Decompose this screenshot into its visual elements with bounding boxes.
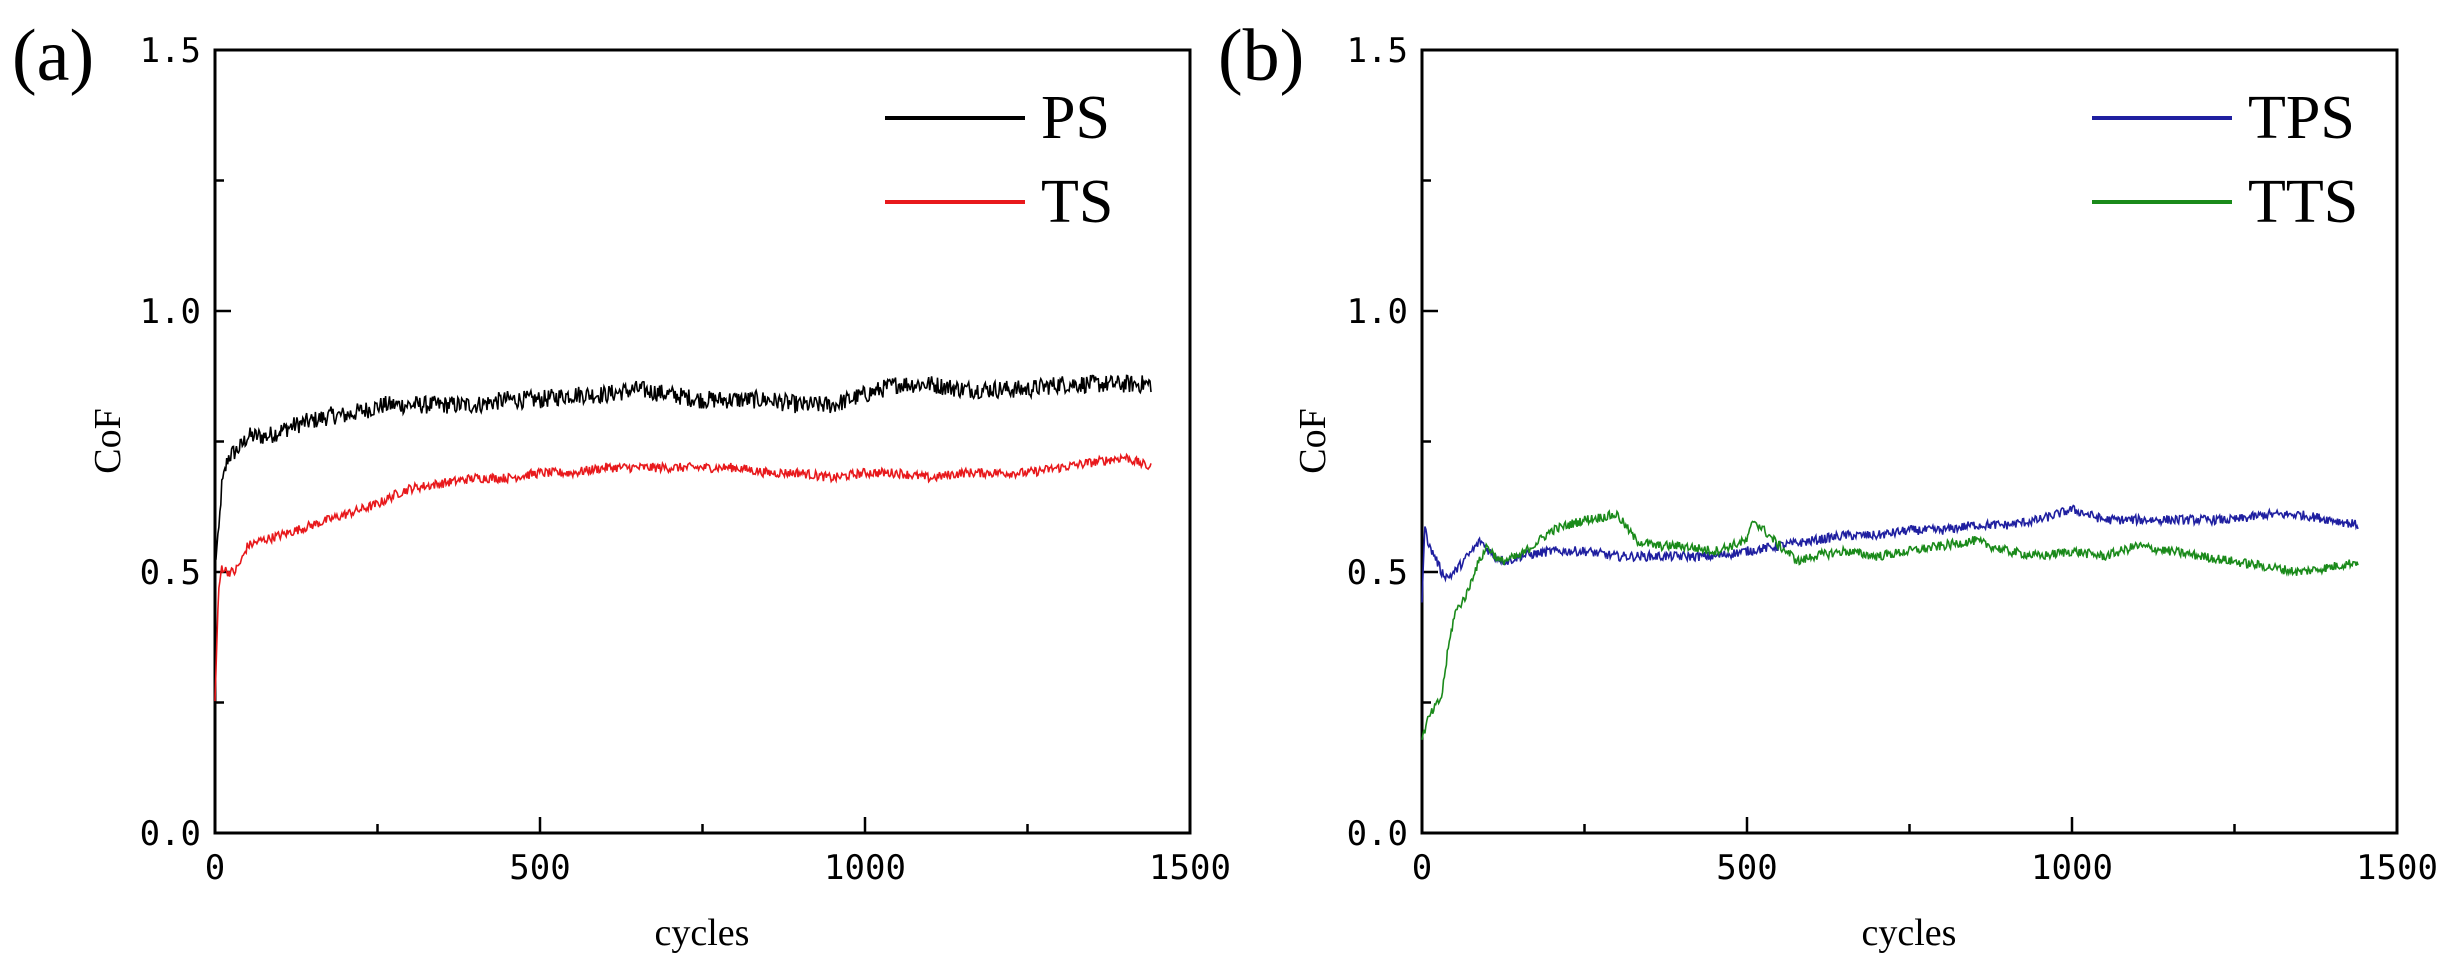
x-tick-labels-b: 0 500 1000 1500 [1412,848,2438,888]
series-line-ps [214,374,1152,560]
legend-label-tts: TTS [2248,168,2358,236]
x-tick-label: 0 [1412,848,1432,888]
x-tick-label: 1500 [2356,848,2438,888]
x-tick-label: 1000 [2031,848,2113,888]
series-group-a [214,374,1152,702]
x-tick-labels-a: 0 500 1000 1500 [205,848,1231,888]
legend-a: PS TS [885,84,1113,236]
x-axis-title-a: cycles [655,912,750,954]
y-axis-title-b: CoF [1292,408,1334,473]
y-tick-label: 0.5 [1347,553,1408,593]
panel-label-a: (a) [12,15,94,97]
x-tick-label: 1500 [1149,848,1231,888]
x-tick-label: 1000 [824,848,906,888]
series-group-b [1421,504,2359,740]
y-tick-label: 0.5 [140,553,201,593]
legend-b: TPS TTS [2092,84,2358,236]
y-axis-title-a: CoF [87,408,129,473]
chart-panel-a: (a) 0 500 1000 1500 0.0 0.5 1.0 1.5 cycles CoF… [12,15,1231,954]
y-tick-label: 1.5 [1347,31,1408,71]
legend-label-tps: TPS [2248,84,2355,152]
y-tick-label: 0.0 [140,814,201,854]
x-axis-title-b: cycles [1862,912,1957,954]
x-tick-label: 500 [1716,848,1777,888]
legend-label-ts: TS [1041,168,1113,236]
axis-ticks-b [1420,48,2399,835]
y-tick-label: 1.5 [140,31,201,71]
x-tick-label: 500 [509,848,570,888]
chart-panel-b: (b) 0 500 1000 1500 0.0 0.5 1.0 1.5 cycles CoF… [1218,15,2438,954]
series-line-tts [1421,509,2359,740]
y-tick-labels-a: 0.0 0.5 1.0 1.5 [140,31,201,854]
panel-label-b: (b) [1218,15,1304,97]
series-line-tps [1421,504,2359,603]
y-tick-label: 1.0 [1347,292,1408,332]
legend-label-ps: PS [1041,84,1110,152]
series-line-ts [214,452,1152,702]
y-tick-label: 0.0 [1347,814,1408,854]
y-tick-labels-b: 0.0 0.5 1.0 1.5 [1347,31,1408,854]
x-tick-label: 0 [205,848,225,888]
y-tick-label: 1.0 [140,292,201,332]
